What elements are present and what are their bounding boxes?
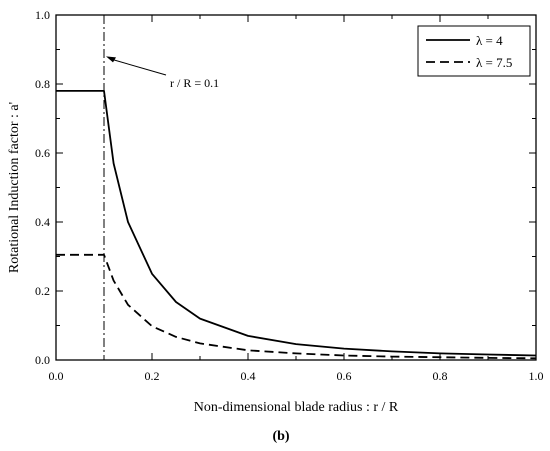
x-tick-label: 0.8 (433, 369, 448, 383)
series-line-0 (56, 90, 537, 357)
y-tick-label: 0.8 (35, 77, 50, 91)
y-tick-label: 0.6 (35, 146, 50, 160)
legend-box (417, 25, 531, 77)
x-tick-label: 0.0 (49, 369, 64, 383)
y-tick-label: 0.4 (35, 215, 50, 229)
series-line-1 (56, 253, 537, 360)
y-tick-label: 0.0 (35, 353, 50, 367)
annotation-arrow-head (106, 56, 116, 63)
x-axis-title: Non-dimensional blade radius : r / R (194, 400, 399, 415)
annotation-group: r / R = 0.1 (103, 15, 219, 360)
legend: λ = 4 λ = 7.5 (417, 25, 531, 77)
x-tick-label: 0.6 (337, 369, 352, 383)
y-tick-label: 0.2 (35, 284, 50, 298)
x-tick-label: 0.2 (145, 369, 160, 383)
x-tick-label: 1.0 (529, 369, 544, 383)
panel-label: (b) (272, 429, 289, 444)
y-tick-label: 1.0 (35, 8, 50, 22)
tick-group: 0.0 0.2 0.4 0.6 0.8 1.0 0.0 0.2 0.4 0.6 0.8 1.0 (35, 8, 544, 383)
annotation-label: r / R = 0.1 (170, 76, 219, 90)
annotation-arrow-line (111, 58, 167, 76)
legend-label-1: λ = 7.5 (476, 55, 512, 70)
series-group (56, 90, 537, 360)
y-axis-title: Rotational Induction factor : a' (7, 102, 22, 273)
legend-label-0: λ = 4 (476, 33, 503, 48)
x-tick-label: 0.4 (241, 369, 256, 383)
